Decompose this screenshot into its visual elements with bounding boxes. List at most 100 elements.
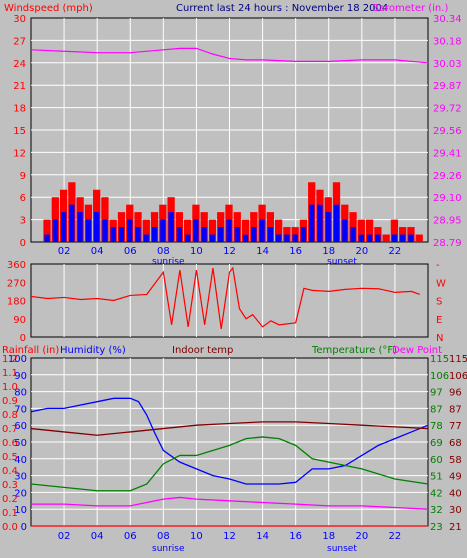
barometer-axis-label: Barometer (in.) bbox=[372, 3, 448, 14]
wind-average-bar bbox=[209, 234, 216, 242]
wind-average-bar bbox=[176, 227, 183, 242]
hour-tick-label: 06 bbox=[124, 531, 137, 542]
rainfall-tick-label: 0.3 bbox=[2, 480, 18, 491]
rainfall-tick-label: 0.1 bbox=[2, 508, 18, 519]
compass-tick-label: E bbox=[436, 315, 442, 326]
hour-tick-label: 14 bbox=[256, 531, 269, 542]
wind-gust-bar bbox=[43, 219, 51, 242]
wind-average-bar bbox=[400, 234, 406, 242]
barometer-tick-label: 30.34 bbox=[433, 14, 462, 25]
compass-tick-label: N bbox=[436, 333, 443, 344]
wind-average-bar bbox=[275, 234, 282, 242]
hour-tick-label: 08 bbox=[157, 531, 170, 542]
wind-average-bar bbox=[69, 204, 75, 242]
humidity-tick-label: 60 bbox=[14, 421, 27, 432]
windspeed-tick-label: 0 bbox=[20, 238, 26, 249]
wind-average-bar bbox=[309, 204, 315, 242]
hour-tick-label: 12 bbox=[223, 531, 236, 542]
temperature-tick-label: 69 bbox=[430, 438, 443, 449]
rainfall-tick-label: 0.7 bbox=[2, 424, 18, 435]
wind-average-bar bbox=[185, 234, 191, 242]
rainfall-tick-label: 1.0 bbox=[2, 382, 18, 393]
windspeed-tick-label: 21 bbox=[13, 81, 26, 92]
direction-tick-label: 0 bbox=[20, 333, 26, 344]
rainfall-tick-label: 0.6 bbox=[2, 438, 18, 449]
barometer-tick-label: 30.03 bbox=[433, 59, 462, 70]
humidity-tick-label: 100 bbox=[8, 354, 27, 365]
hour-tick-label: 18 bbox=[322, 246, 335, 257]
wind-average-bar bbox=[234, 227, 240, 242]
humidity-axis-label: Humidity (%) bbox=[60, 345, 126, 356]
wind-gust-bar bbox=[407, 227, 415, 242]
humidity-tick-label: 20 bbox=[14, 488, 27, 499]
hour-tick-label: 04 bbox=[91, 531, 104, 542]
sunrise-label-top: sunrise bbox=[152, 257, 185, 267]
hour-tick-label: 10 bbox=[190, 246, 203, 257]
wind-average-bar bbox=[52, 219, 58, 242]
rainfall-tick-label: 0.8 bbox=[2, 410, 18, 421]
humidity-tick-label: 90 bbox=[14, 371, 27, 382]
hour-tick-label: 12 bbox=[223, 246, 236, 257]
rainfall-tick-label: 0.5 bbox=[2, 452, 18, 463]
sunset-label-top: sunset bbox=[327, 257, 357, 267]
compass-tick-label: S bbox=[436, 297, 442, 308]
hour-tick-label: 06 bbox=[124, 246, 137, 257]
wind-average-bar bbox=[342, 219, 348, 242]
wind-average-bar bbox=[102, 219, 108, 242]
wind-average-bar bbox=[85, 219, 92, 242]
temperature-tick-label: 87 bbox=[430, 404, 443, 415]
wind-average-bar bbox=[218, 227, 224, 242]
humidity-tick-label: 80 bbox=[14, 388, 27, 399]
wind-gust-bar bbox=[241, 219, 250, 242]
compass-tick-label: W bbox=[436, 278, 446, 289]
hour-tick-label: 20 bbox=[355, 246, 368, 257]
temperature-tick-label: 115 bbox=[430, 354, 449, 365]
hour-tick-label: 20 bbox=[355, 531, 368, 542]
humidity-tick-label: 30 bbox=[14, 472, 27, 483]
wind-average-bar bbox=[350, 227, 356, 242]
windspeed-tick-label: 15 bbox=[13, 126, 26, 137]
wind-average-bar bbox=[267, 227, 273, 242]
wind-gust-bar bbox=[291, 227, 299, 242]
windspeed-tick-label: 18 bbox=[13, 104, 26, 115]
wind-average-bar bbox=[251, 227, 257, 242]
wind-average-bar bbox=[292, 234, 298, 242]
humidity-tick-label: 70 bbox=[14, 404, 27, 415]
windspeed-tick-label: 27 bbox=[13, 36, 26, 47]
indoor-temp-label: Indoor temp bbox=[172, 345, 233, 356]
dewpoint-tick-label: 21 bbox=[449, 522, 462, 533]
dewpoint-tick-label: 115 bbox=[449, 354, 467, 365]
barometer-line bbox=[30, 47, 429, 64]
wind-average-bar bbox=[242, 234, 249, 242]
dewpoint-tick-label: 96 bbox=[449, 388, 462, 399]
dewpoint-tick-label: 68 bbox=[449, 438, 462, 449]
dewpoint-tick-label: 40 bbox=[449, 488, 462, 499]
barometer-tick-label: 29.26 bbox=[433, 171, 462, 182]
temperature-tick-label: 32 bbox=[430, 505, 443, 516]
direction-tick-label: 90 bbox=[13, 315, 26, 326]
barometer-tick-label: 30.18 bbox=[433, 36, 462, 47]
temperature-tick-label: 106 bbox=[430, 371, 449, 382]
hour-tick-label: 16 bbox=[289, 531, 302, 542]
wind-average-bar bbox=[118, 227, 125, 242]
humidity-tick-label: 0 bbox=[21, 522, 27, 533]
dewpoint-tick-label: 58 bbox=[449, 455, 462, 466]
wind-average-bar bbox=[366, 234, 373, 242]
temperature-axis-label: Temperature (°F) bbox=[311, 345, 397, 356]
temperature-tick-label: 23 bbox=[430, 522, 443, 533]
wind-average-bar bbox=[375, 234, 381, 242]
dewpoint-tick-label: 30 bbox=[449, 505, 462, 516]
wind-average-bar bbox=[77, 212, 83, 242]
wind-gust-bar bbox=[274, 219, 283, 242]
dewpoint-tick-label: 106 bbox=[449, 371, 467, 382]
dewpoint-tick-label: 77 bbox=[449, 421, 462, 432]
windspeed-tick-label: 9 bbox=[20, 171, 26, 182]
humidity-line bbox=[30, 397, 429, 485]
wind-average-bar bbox=[168, 212, 174, 242]
wind-average-bar bbox=[300, 227, 307, 242]
direction-tick-label: 360 bbox=[7, 260, 26, 271]
rainfall-tick-label: 0.4 bbox=[2, 466, 18, 477]
windspeed-tick-label: 6 bbox=[20, 193, 26, 204]
